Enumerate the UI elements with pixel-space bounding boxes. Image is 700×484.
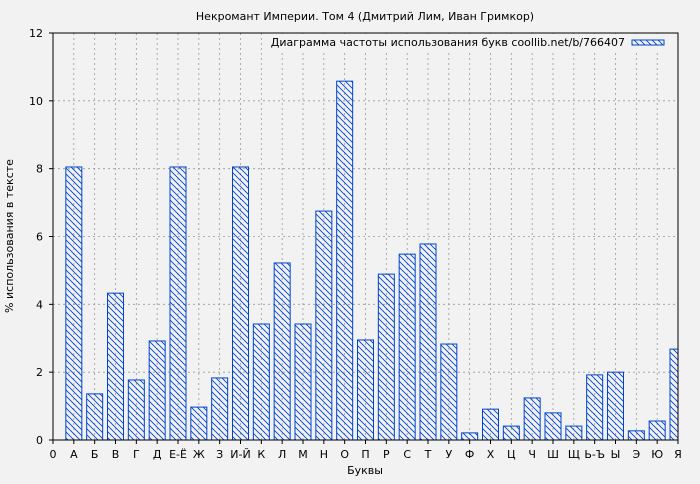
bar-Ы [607,371,624,440]
y-tick-label: 12 [29,27,43,40]
y-tick-label: 0 [36,434,43,447]
bar-Т [419,243,437,440]
x-tick-label: Э [632,448,640,461]
bar-Д [148,340,166,440]
x-tick-label: И-Й [230,448,250,461]
bar-Ю [648,420,666,440]
bar-Ф [461,432,479,440]
x-tick-label: Б [91,448,99,461]
x-tick-label: К [257,448,265,461]
bars [65,80,678,440]
x-tick-label: Ы [611,448,621,461]
bar-Н [315,210,333,440]
x-origin-label: 0 [50,448,57,461]
bar-И-Й [232,166,249,440]
bar-Б [86,393,104,440]
x-tick-label: М [298,448,308,461]
bar-З [211,377,229,440]
bar-Щ [565,425,583,440]
x-tick-label: Д [153,448,162,461]
x-tick-label: Х [487,448,495,461]
x-tick-label: Ю [651,448,663,461]
legend: Диаграмма частоты использования букв coo… [270,34,670,52]
x-tick-label: Я [674,448,682,461]
bar-Ж [190,406,208,440]
x-tick-label: Ш [547,448,559,461]
x-tick-label: З [216,448,223,461]
x-tick-label: Щ [568,448,580,461]
x-tick-label: А [70,448,78,461]
x-tick-label: В [112,448,120,461]
bar-Я [669,348,678,440]
chart-title: Некромант Империи. Том 4 (Дмитрий Лим, И… [196,10,534,23]
bar-О [336,80,354,440]
bar-Ь-Ъ [586,374,604,440]
bar-Г [127,379,145,440]
y-tick-label: 4 [36,298,43,311]
x-axis-label: Буквы [347,464,383,477]
bar-У [440,343,458,440]
bar-В [107,292,124,440]
bar-Е-Ё [169,166,187,440]
y-tick-label: 2 [36,366,43,379]
bar-Р [377,273,395,440]
bar-Ч [523,397,541,440]
legend-label: Диаграмма частоты использования букв coo… [271,36,625,49]
x-tick-label: Ц [507,448,516,461]
bar-М [294,323,312,440]
x-tick-label: О [340,448,349,461]
y-axis-label: % использования в тексте [3,159,16,313]
bar-А [65,166,83,440]
bar-С [398,253,416,440]
bar-Э [627,430,645,440]
x-tick-label: Ч [528,448,536,461]
x-tick-label: П [361,448,369,461]
bar-Л [273,262,291,440]
x-tick-label: Т [424,448,432,461]
x-tick-label: У [445,448,452,461]
bar-П [357,339,374,440]
y-tick-label: 8 [36,163,43,176]
bar-К [252,323,270,440]
y-tick-label: 6 [36,231,43,244]
x-tick-label: Ь-Ъ [584,448,605,461]
x-tick-label: С [403,448,411,461]
y-tick-label: 10 [29,95,43,108]
legend-swatch [631,39,665,46]
grid [53,33,678,440]
x-tick-label: Р [383,448,390,461]
bar-Х [482,408,499,440]
x-tick-label: Н [320,448,328,461]
x-tick-label: Ф [465,448,474,461]
bar-Ц [502,425,520,440]
x-tick-label: Л [278,448,286,461]
x-tick-label: Ж [193,448,205,461]
x-tick-label: Г [133,448,140,461]
bar-Ш [544,412,562,440]
x-tick-label: Е-Ё [169,448,187,461]
